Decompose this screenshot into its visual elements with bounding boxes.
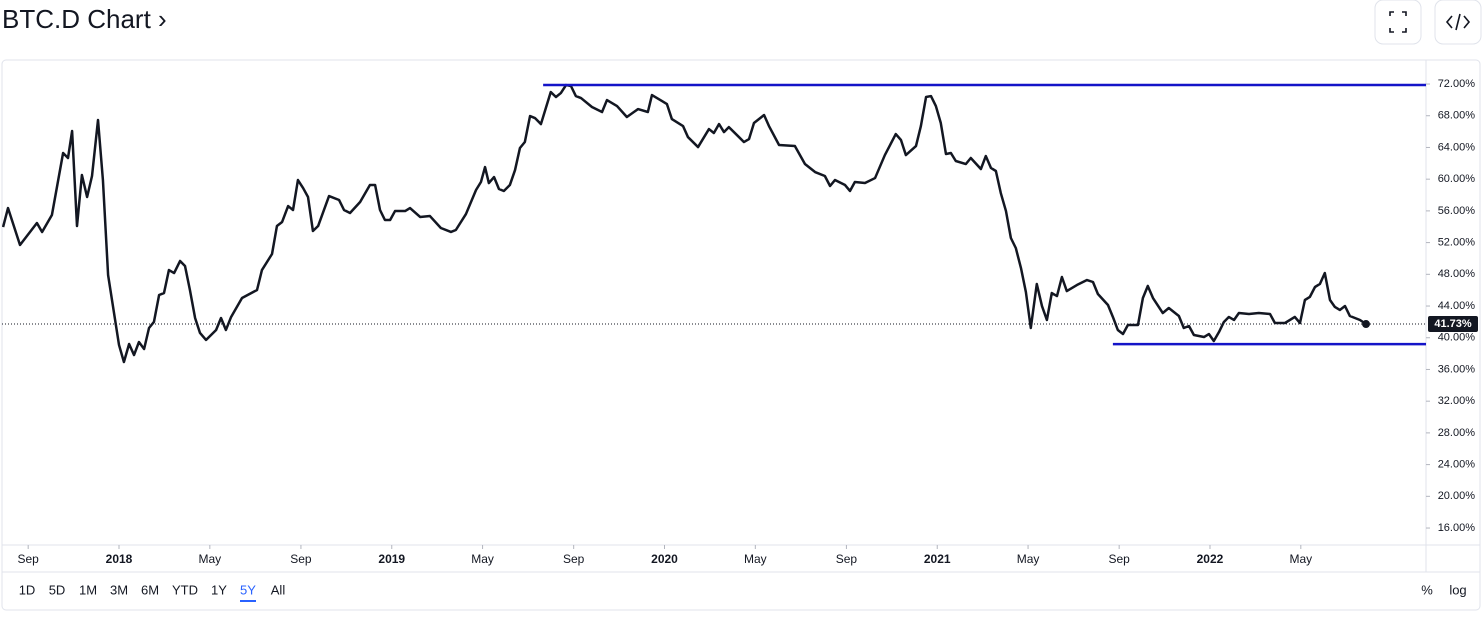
x-tick-label: May — [198, 552, 221, 566]
range-button[interactable]: 6M — [141, 582, 159, 597]
y-tick-label: 60.00% — [1438, 173, 1476, 185]
chart-frame — [1, 59, 1481, 611]
y-tick-label: 72.00% — [1438, 78, 1476, 90]
x-tick-label: Sep — [563, 552, 585, 566]
range-button[interactable]: YTD — [172, 582, 198, 597]
x-tick-label: May — [744, 552, 767, 566]
y-tick-label: 32.00% — [1438, 395, 1476, 407]
y-tick-label: 52.00% — [1438, 237, 1476, 249]
plot-area — [2, 83, 1426, 364]
range-button[interactable]: 1Y — [211, 582, 227, 597]
y-tick-label: 48.00% — [1438, 268, 1476, 280]
x-tick-label: May — [1017, 552, 1040, 566]
y-tick-label: 40.00% — [1438, 332, 1476, 344]
embed-button[interactable] — [1434, 0, 1482, 45]
x-tick-label: Sep — [836, 552, 858, 566]
range-button[interactable]: All — [271, 582, 286, 597]
x-tick-label: 2018 — [106, 552, 133, 566]
x-tick-label: 2022 — [1197, 552, 1224, 566]
x-tick-label: Sep — [1108, 552, 1130, 566]
x-tick-label: 2021 — [924, 552, 951, 566]
y-tick-label: 68.00% — [1438, 110, 1476, 122]
y-tick-label: 44.00% — [1438, 300, 1476, 312]
x-tick-label: May — [471, 552, 494, 566]
range-button[interactable]: 1D — [19, 582, 36, 597]
y-tick-label: 24.00% — [1438, 459, 1476, 471]
x-tick-label: Sep — [290, 552, 312, 566]
y-tick-label: 64.00% — [1438, 141, 1476, 153]
x-tick-label: 2020 — [651, 552, 678, 566]
y-tick-label: 28.00% — [1438, 427, 1476, 439]
x-tick-label: May — [1289, 552, 1312, 566]
scale-button[interactable]: % — [1421, 582, 1433, 597]
price-line — [2, 83, 1367, 364]
last-price-label: 41.73% — [1434, 318, 1472, 330]
range-button[interactable]: 5D — [49, 582, 66, 597]
y-tick-label: 20.00% — [1438, 490, 1476, 502]
y-tick-label: 56.00% — [1438, 205, 1476, 217]
y-tick-label: 36.00% — [1438, 363, 1476, 375]
last-point — [1361, 320, 1370, 329]
chart-title[interactable]: BTC.D Chart › — [2, 4, 167, 34]
last-price-box — [1428, 316, 1478, 333]
range-button[interactable]: 5Y — [240, 582, 256, 597]
y-tick-label: 16.00% — [1438, 522, 1476, 534]
range-button[interactable]: 1M — [79, 582, 97, 597]
x-tick-label: 2019 — [378, 552, 405, 566]
range-button[interactable]: 3M — [110, 582, 128, 597]
scale-button[interactable]: log — [1449, 582, 1466, 597]
x-tick-label: Sep — [18, 552, 40, 566]
fullscreen-button[interactable] — [1374, 0, 1422, 45]
